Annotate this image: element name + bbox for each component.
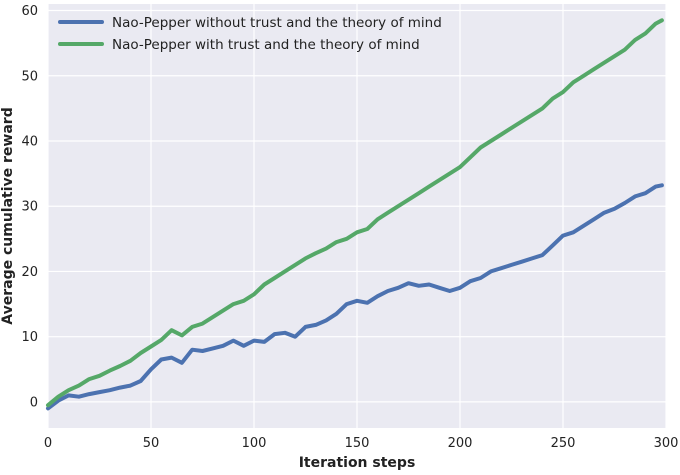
y-tick-label: 40 [21,134,38,149]
y-tick-label: 10 [21,330,38,345]
x-tick-label: 250 [551,436,576,451]
legend: Nao-Pepper without trust and the theory … [58,15,442,53]
x-tick-label: 200 [448,436,473,451]
y-tick-label: 60 [21,4,38,19]
series-line-1 [46,183,664,411]
x-tick-label: 50 [143,436,160,451]
y-tick-label: 50 [21,69,38,84]
legend-label-1: Nao-Pepper without trust and the theory … [112,15,442,31]
y-tick-label: 20 [21,265,38,280]
y-tick-label: 0 [30,395,38,410]
x-axis-label: Iteration steps [299,455,416,471]
y-axis-label: Average cumulative reward [0,107,16,324]
gridlines [47,4,667,428]
x-tick-label: 0 [44,436,52,451]
x-tick-label: 300 [654,436,679,451]
y-axis-ticks: 0 10 20 30 40 50 60 [21,4,38,410]
x-axis-ticks: 0 50 100 150 200 250 300 [44,436,679,451]
legend-label-2: Nao-Pepper with trust and the theory of … [112,37,420,53]
series-layer [46,18,664,411]
y-tick-label: 30 [21,200,38,215]
x-tick-label: 150 [345,436,370,451]
x-tick-label: 100 [242,436,267,451]
series-line-2 [46,18,664,408]
